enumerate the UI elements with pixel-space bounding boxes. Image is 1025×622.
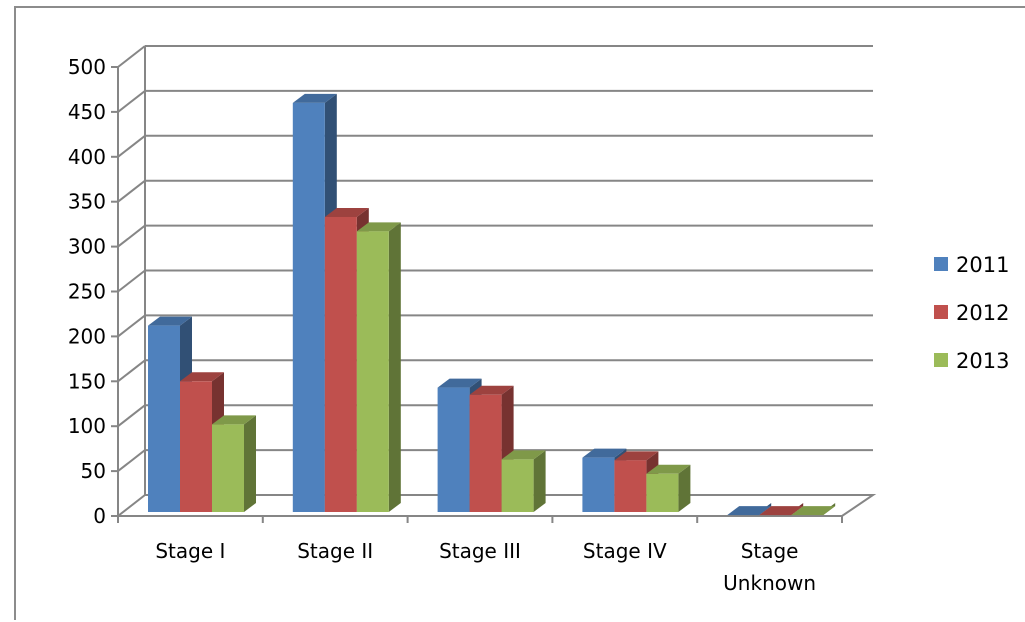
gridline-side (117, 90, 146, 113)
bar-top (469, 385, 514, 395)
legend-label: 2013 (956, 349, 1009, 373)
x-tick-label: Stage I (155, 539, 225, 563)
y-tick-label: 300 (68, 235, 106, 259)
y-tick-label: 0 (93, 504, 106, 528)
bar-top (759, 506, 804, 516)
bar-top (180, 372, 224, 382)
bar-top (212, 415, 256, 425)
gridline-side (117, 359, 146, 383)
chart-frame (14, 6, 1025, 620)
bar-side (533, 450, 546, 512)
bar (646, 473, 679, 512)
bar-top (437, 378, 482, 388)
bar-top (727, 506, 772, 516)
x-tick-label: Stage Unknown (723, 539, 816, 595)
gridline-side (117, 45, 146, 68)
bar (356, 231, 389, 513)
bar-side (388, 222, 401, 513)
bar (614, 460, 647, 512)
y-tick-label: 350 (68, 190, 106, 214)
bar-top (582, 448, 627, 458)
bar-top (356, 222, 401, 232)
bar-top (614, 451, 659, 461)
y-tick-label: 450 (68, 100, 106, 124)
y-tick-label: 50 (81, 459, 106, 483)
bar-top (501, 450, 546, 460)
x-tick-label: Stage IV (583, 539, 667, 563)
gridline-side (117, 224, 146, 248)
gridline-side (117, 179, 146, 203)
gridline-side (117, 449, 146, 472)
legend-swatch (934, 305, 948, 319)
bar (324, 216, 357, 512)
bar (180, 381, 212, 512)
bar-side (244, 415, 256, 512)
bar-top (148, 316, 192, 326)
bar-top (292, 93, 337, 103)
y-tick-label: 150 (68, 369, 106, 393)
gridline-side (117, 135, 146, 158)
legend-label: 2011 (956, 253, 1009, 277)
bar (292, 102, 325, 513)
bar (501, 459, 534, 512)
y-tick-label: 200 (68, 324, 106, 348)
gridline-side (117, 269, 146, 293)
gridline-side (117, 314, 146, 338)
x-tick-label: Stage III (439, 539, 521, 563)
y-tick-label: 500 (68, 55, 106, 79)
gridline-side (117, 404, 146, 427)
legend-swatch (934, 353, 948, 367)
legend-label: 2012 (956, 301, 1009, 325)
bar-side (678, 464, 691, 512)
bar (437, 387, 470, 512)
bar (469, 394, 502, 512)
floor (115, 494, 877, 517)
bar-top (791, 506, 836, 516)
y-tick-label: 250 (68, 280, 106, 304)
y-tick-label: 400 (68, 145, 106, 169)
x-tick-label: Stage II (297, 539, 373, 563)
bar-top (324, 207, 369, 217)
y-tick-label: 100 (68, 414, 106, 438)
bar (212, 424, 244, 512)
bar (148, 325, 180, 512)
bar (582, 457, 615, 512)
bar-top (646, 464, 691, 474)
legend-swatch (934, 257, 948, 271)
